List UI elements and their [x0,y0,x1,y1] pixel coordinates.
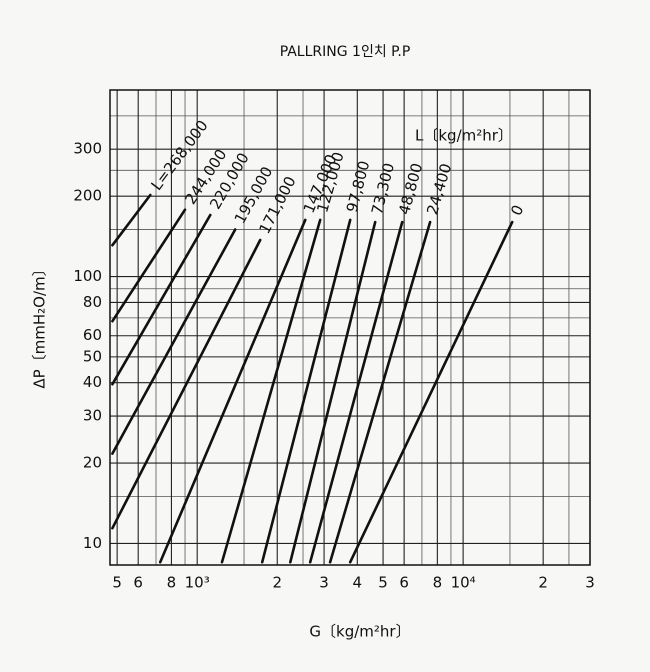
x-tick-label: 3 [319,574,329,592]
curve [111,238,262,530]
y-tick-label: 300 [73,140,102,158]
x-tick-label: 8 [167,574,177,592]
y-tick-label: 10 [83,534,102,552]
y-tick-label: 50 [83,347,102,365]
curve [158,218,307,564]
curve [111,228,237,455]
y-tick-label: 30 [83,407,102,425]
x-tick-label: 5 [378,574,388,592]
x-tick-label: 10³ [185,574,210,592]
curve [111,213,212,386]
plot-frame [109,89,591,566]
x-tick-label: 4 [353,574,363,592]
y-axis-label: ΔP〔mmH₂O/m〕 [31,261,49,388]
x-tick-label: 6 [133,574,143,592]
curve [289,220,377,564]
x-tick-label: 3 [585,574,595,592]
annotation: L〔kg/m²hr〕 [415,127,513,145]
curve [328,220,432,564]
x-tick-label: 10⁴ [451,574,476,592]
curve [348,220,514,564]
x-tick-label: 2 [538,574,548,592]
y-tick-label: 100 [73,267,102,285]
curve [220,218,322,564]
curve [111,208,187,323]
y-tick-label: 200 [73,187,102,205]
x-tick-label: 6 [399,574,409,592]
chart-title: PALLRING 1인치 P.P [280,44,411,60]
y-tick-label: 80 [83,293,102,311]
curve [260,218,352,564]
y-tick-label: 60 [83,326,102,344]
curve [111,193,152,247]
x-tick-label: 8 [433,574,443,592]
y-tick-label: 40 [83,373,102,391]
x-tick-label: 2 [272,574,282,592]
x-axis-label: G〔kg/m²hr〕 [309,623,410,641]
curve [308,220,404,564]
y-tick-label: 20 [83,454,102,472]
x-tick-label: 5 [112,574,122,592]
